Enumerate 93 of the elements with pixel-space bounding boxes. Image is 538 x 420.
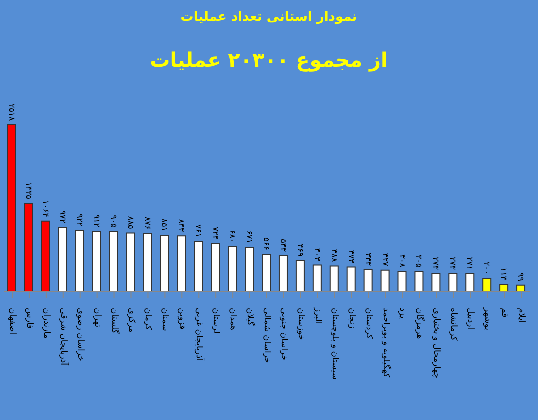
x-tick-label: هرمزگان [414,308,426,340]
x-tick-label: فارس [24,308,34,330]
bar [278,255,288,292]
x-tick-label: کرمانشاه [448,308,459,342]
x-tick-label: کردستان [364,308,374,340]
bar [228,246,238,292]
x-tick-label: مرکزی [126,308,136,333]
bar [466,274,475,292]
bar [414,271,424,292]
data-label: ۲۵۱۸ [8,104,16,122]
data-label: ۷۲۴ [211,227,220,240]
data-label: ۹۷۲ [58,210,68,224]
x-tick-label: گیلان [245,308,256,327]
bar [160,235,170,292]
bar [364,269,373,292]
data-label: ۶۷۱ [245,230,254,244]
data-label: ۳۰۸ [398,254,407,268]
data-label: ۳۲۷ [380,253,390,268]
bar [432,273,441,292]
x-tick-label: کرمان [143,308,154,332]
data-label: ۴۶۹ [296,244,305,257]
chart-subtitle: از مجموع ۲۰۳۰۰ عملیات [149,48,389,72]
x-tick-label: خراسان جنوبی [278,308,289,361]
bar [296,260,305,292]
bar [8,124,16,292]
x-tick-label: البرز [312,307,323,324]
x-tick-label: خراسان شمالی [262,308,272,364]
data-label: ۹۲۲ [75,214,84,227]
x-tick-label: لرستان [211,308,222,334]
bar [245,247,254,292]
x-tick-label: زنجان [346,308,357,329]
bar [126,232,136,292]
bar [380,270,390,292]
data-label: ۸۸۵ [126,216,136,230]
bar [24,202,34,292]
x-tick-label: خراسان رضوی [75,308,86,362]
data-label: ۲۷۱ [466,257,475,270]
bar [448,273,458,292]
data-label: ۵۶۶ [262,238,272,250]
x-tick-label: قزوین [177,308,188,330]
data-label: ۴۰۳ [312,248,322,262]
data-label: ۹۹ [516,272,526,282]
x-tick-label: آذربایجان غربی [194,308,206,362]
bar [143,233,152,292]
x-tick-label: قم [500,308,510,318]
x-tick-label: تهران [92,308,102,328]
bar [41,220,50,292]
x-tick-label: مازندران [41,308,52,339]
data-label: ۹۰۵ [109,215,118,228]
bar [109,231,118,292]
x-tick-label: خوزستان [296,308,306,340]
data-label: ۳۸۸ [330,249,339,263]
data-label: ۷۶۱ [194,224,204,238]
data-label: ۶۸۰ [228,230,238,243]
bar [58,227,68,292]
bar [211,243,220,292]
x-tick-label: سمنان [160,308,170,332]
data-label: ۳۳۳ [364,253,373,267]
x-tick-label: یزد [398,308,408,320]
bar [330,266,339,292]
bar [75,230,84,292]
data-label: ۹۱۲ [92,214,102,228]
bar [92,231,102,292]
x-tick-label: سیستان و بلوچستان [330,308,340,380]
data-label: ۱۰۶۴ [41,200,50,218]
data-label: ۳۷۳ [346,250,356,264]
data-label: ۱۱۳ [500,268,509,282]
x-tick-label: ایلام [516,308,527,324]
bar [482,278,492,292]
bar [346,266,356,292]
x-tick-label: همدان [228,308,238,330]
x-tick-label: چهارمحال و بختیاری [432,308,442,379]
x-tick-label: بوشهر [482,307,493,330]
bar [312,264,322,292]
bar [177,236,186,292]
data-label: ۸۵۱ [160,218,170,232]
x-tick-label: اردبیل [466,308,476,330]
x-tick-label: گلستان [109,308,120,335]
data-label: ۳۰۵ [414,254,424,268]
x-tick-label: اصفهان [7,308,18,335]
x-tick-label: کهگیلویه و بویراحمد [380,308,392,379]
data-label: ۲۷۳ [432,257,441,271]
data-label: ۸۴۳ [177,219,186,233]
x-tick-label: آذربایجان شرقی [58,308,70,366]
bar [262,254,272,292]
bar [398,271,407,292]
chart-title: نمودار استانی تعداد عملیات [180,10,358,25]
data-label: ۸۷۶ [143,217,152,230]
data-label: ۱۳۳۵ [24,182,34,200]
bar [194,241,204,292]
data-label: ۲۰۰ [482,262,492,275]
data-label: ۲۷۳ [448,257,458,271]
data-label: ۵۴۳ [278,239,288,253]
